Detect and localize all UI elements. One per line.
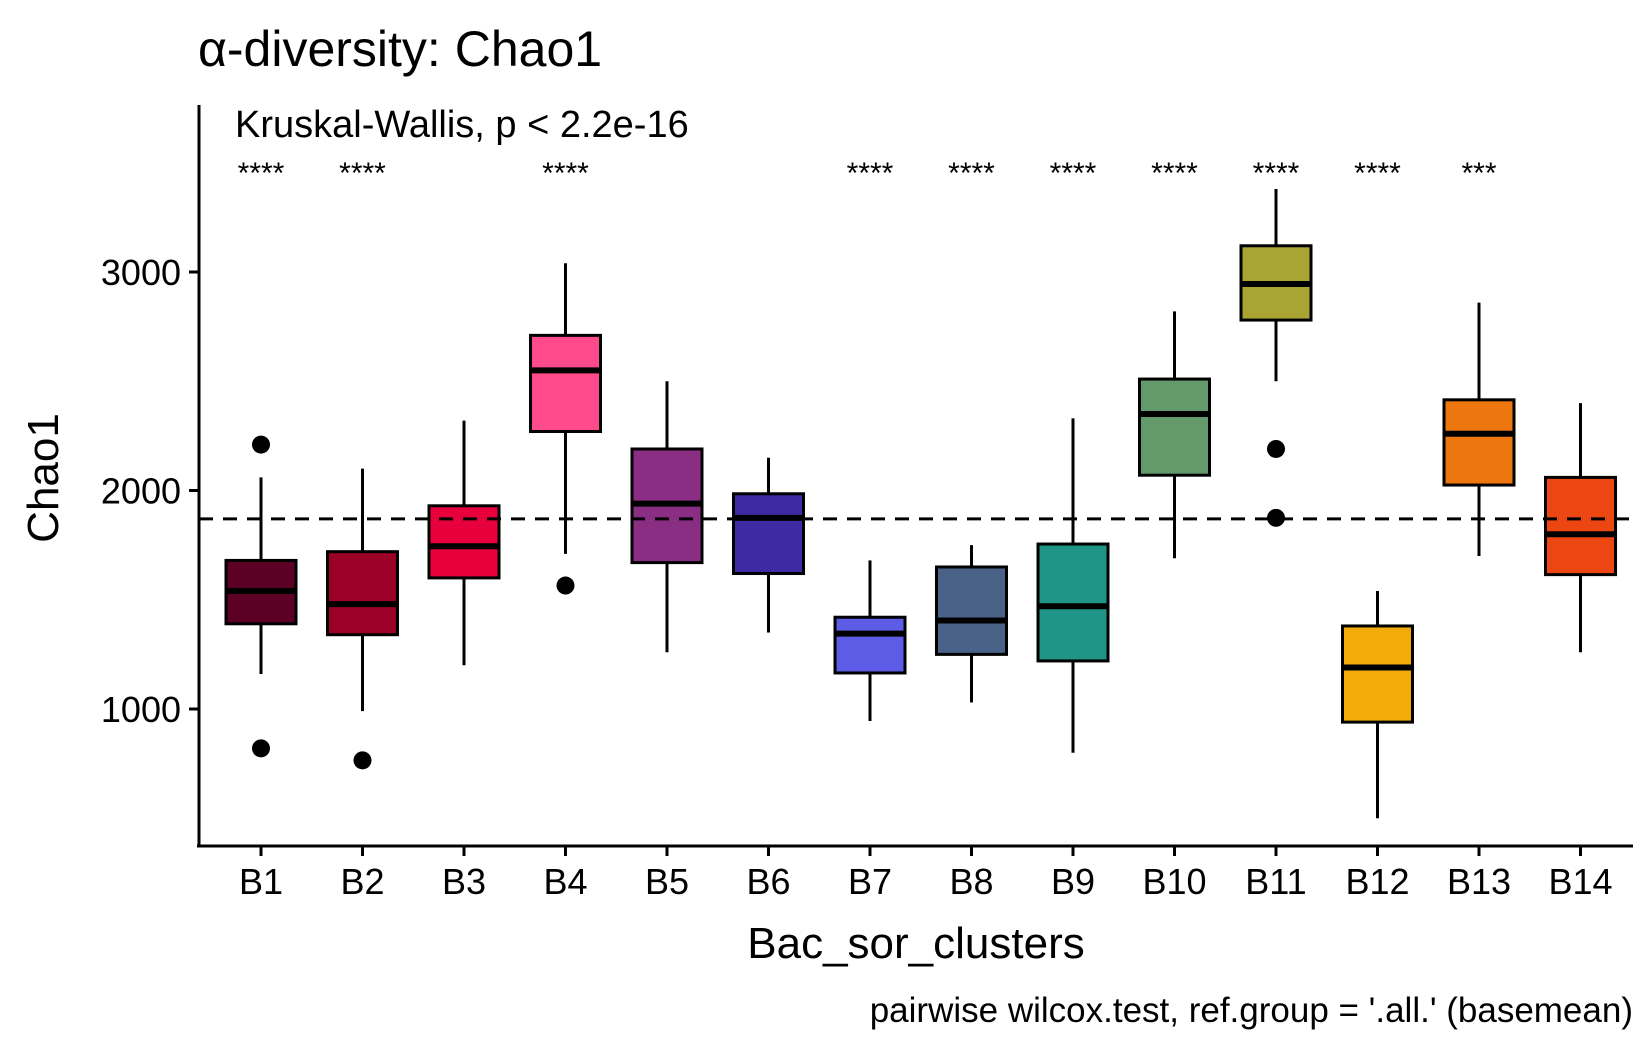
x-tick-label: B3: [442, 861, 486, 902]
significance-label: ****: [948, 157, 995, 190]
box-iqr: [1544, 475, 1617, 577]
box-iqr: [1036, 542, 1110, 663]
significance-label: ****: [1050, 157, 1097, 190]
box-B1: B1 ****: [224, 157, 298, 902]
chart-caption: pairwise wilcox.test, ref.group = '.all.…: [870, 991, 1633, 1030]
outlier-point: [556, 576, 575, 595]
box-B11: B11 ****: [1239, 157, 1313, 902]
significance-label: ****: [1151, 157, 1198, 190]
chart-subtitle: Kruskal-Wallis, p < 2.2e-16: [235, 104, 689, 146]
box-B8: B8 ****: [935, 157, 1008, 902]
y-tick-label: 3000: [101, 252, 181, 293]
x-tick-label: B4: [543, 861, 587, 902]
x-tick-label: B6: [746, 861, 790, 902]
x-tick-label: B1: [239, 861, 283, 902]
box-B7: B7 ****: [833, 157, 907, 902]
x-tick-label: B13: [1447, 861, 1511, 902]
x-tick-label: B11: [1245, 861, 1306, 902]
significance-label: ****: [238, 157, 285, 190]
outlier-point: [1267, 508, 1285, 527]
x-tick-label: B5: [645, 861, 689, 902]
significance-label: ***: [1461, 157, 1496, 190]
plot-area: 1000 2000 3000 B1 **** B2 **** B3 B4 **** B5 B6 B7 **…: [101, 157, 1633, 902]
y-axis-title: Chao1: [19, 413, 68, 543]
box-B3: B3: [427, 420, 501, 902]
outlier-point: [1267, 439, 1285, 458]
box-iqr: [326, 550, 399, 637]
outlier-point: [252, 739, 270, 758]
box-B2: B2 ****: [326, 157, 399, 902]
x-tick-label: B7: [848, 861, 892, 902]
box-B6: B6: [732, 457, 805, 902]
outlier-point: [353, 751, 372, 770]
y-tick-label: 2000: [101, 471, 181, 512]
x-tick-label: B10: [1142, 861, 1206, 902]
x-tick-label: B8: [949, 861, 993, 902]
box-iqr: [1442, 398, 1516, 487]
x-tick-label: B2: [340, 861, 384, 902]
box-iqr: [427, 504, 501, 580]
outlier-point: [252, 435, 270, 454]
box-iqr: [1341, 624, 1414, 724]
box-iqr: [833, 615, 907, 675]
x-tick-label: B9: [1051, 861, 1095, 902]
box-B13: B13 ***: [1442, 157, 1516, 902]
box-B10: B10 ****: [1138, 157, 1211, 902]
box-B5: B5: [630, 381, 704, 902]
significance-label: ****: [1354, 157, 1401, 190]
box-B9: B9 ****: [1036, 157, 1110, 902]
box-B12: B12 ****: [1341, 157, 1414, 902]
box-iqr: [732, 492, 805, 576]
box-iqr: [935, 565, 1008, 656]
significance-label: ****: [339, 157, 386, 190]
significance-label: ****: [1253, 157, 1300, 190]
box-iqr: [529, 333, 602, 434]
x-axis-title: Bac_sor_clusters: [747, 919, 1084, 968]
x-tick-label: B12: [1345, 861, 1409, 902]
box-B14: B14: [1544, 403, 1617, 902]
significance-label: ****: [847, 157, 894, 190]
significance-label: ****: [542, 157, 589, 190]
box-iqr: [1138, 377, 1211, 477]
x-tick-label: B14: [1548, 861, 1612, 902]
y-tick-label: 1000: [101, 689, 181, 730]
box-B4: B4 ****: [529, 157, 602, 902]
chart-title: α-diversity: Chao1: [198, 21, 602, 77]
